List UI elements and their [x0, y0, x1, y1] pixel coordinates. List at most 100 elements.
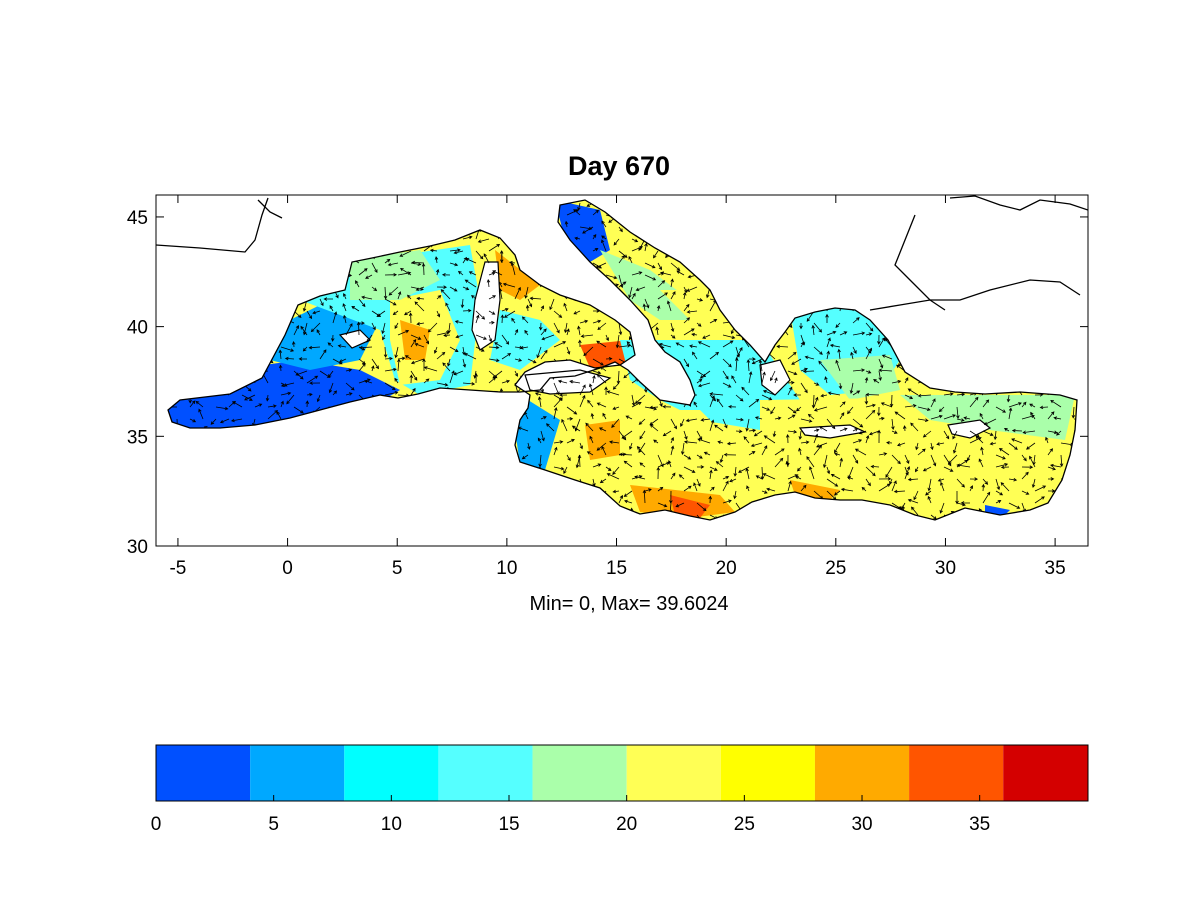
velocity-arrow [540, 305, 544, 312]
velocity-arrow [463, 353, 477, 360]
velocity-arrow [434, 256, 439, 264]
velocity-arrow [549, 298, 555, 311]
velocity-arrow [605, 334, 609, 342]
velocity-arrow [1011, 438, 1023, 444]
velocity-arrow [592, 262, 603, 269]
velocity-arrow [488, 320, 495, 325]
velocity-arrow [917, 406, 931, 411]
velocity-arrow [342, 303, 347, 312]
velocity-arrow [618, 281, 627, 288]
velocity-arrow [649, 424, 659, 432]
velocity-arrow [319, 298, 324, 307]
velocity-arrow [795, 406, 802, 412]
velocity-arrow [475, 250, 484, 260]
velocity-arrow [787, 480, 792, 492]
velocity-arrow [657, 292, 668, 300]
velocity-arrow [917, 393, 932, 398]
velocity-arrow [915, 442, 919, 451]
velocity-arrow [306, 392, 313, 397]
velocity-arrow [995, 454, 1006, 460]
velocity-arrow [852, 454, 859, 464]
velocity-arrow [858, 430, 867, 435]
velocity-arrow [519, 345, 529, 350]
velocity-arrow [384, 298, 397, 306]
velocity-arrow [501, 308, 509, 312]
velocity-arrow [577, 454, 582, 468]
velocity-arrow [601, 235, 607, 240]
velocity-arrow [423, 366, 438, 372]
velocity-arrow [618, 250, 628, 258]
velocity-arrow [943, 414, 956, 420]
velocity-arrow [410, 334, 422, 340]
velocity-arrow [327, 342, 334, 348]
velocity-arrow [626, 341, 633, 348]
velocity-arrow [656, 466, 660, 480]
velocity-arrow [915, 466, 919, 473]
velocity-arrow [696, 478, 701, 487]
velocity-arrow [666, 300, 672, 312]
velocity-arrow [735, 417, 744, 422]
velocity-arrow [785, 433, 790, 444]
velocity-arrow [1056, 430, 1062, 436]
gabes-region [515, 395, 560, 470]
velocity-arrow [328, 382, 334, 394]
velocity-arrow [943, 454, 952, 467]
velocity-arrow [566, 328, 570, 336]
velocity-arrow [639, 462, 646, 468]
velocity-arrow [897, 442, 906, 447]
velocity-arrow [852, 346, 857, 354]
velocity-arrow [524, 329, 529, 336]
velocity-arrow [733, 490, 737, 500]
velocity-arrow [557, 379, 568, 384]
velocity-arrow [847, 406, 854, 415]
velocity-arrow [774, 416, 782, 421]
velocity-arrow [708, 495, 713, 504]
velocity-arrow [870, 464, 880, 469]
velocity-arrow [514, 286, 521, 300]
velocity-arrow [644, 274, 657, 281]
velocity-arrow [241, 394, 253, 401]
velocity-arrow [371, 365, 375, 372]
velocity-arrow [880, 402, 893, 408]
velocity-arrow [219, 418, 230, 424]
velocity-arrow [468, 271, 477, 276]
velocity-arrow [813, 382, 820, 386]
velocity-arrow [280, 400, 284, 408]
velocity-arrow [436, 310, 441, 318]
velocity-arrow [436, 295, 442, 300]
velocity-arrow [605, 274, 618, 280]
velocity-arrow [503, 310, 516, 318]
velocity-arrow [910, 422, 919, 432]
velocity-arrow [585, 422, 594, 432]
velocity-arrow [865, 347, 872, 360]
velocity-arrow [940, 481, 945, 492]
velocity-arrow [697, 341, 711, 348]
velocity-arrow [403, 310, 412, 316]
velocity-arrow [579, 442, 583, 450]
velocity-arrow [917, 448, 926, 456]
velocity-arrow [657, 486, 664, 492]
velocity-arrow [943, 430, 950, 440]
velocity-arrow [835, 359, 841, 372]
velocity-arrow [1053, 416, 1062, 420]
velocity-arrow [514, 370, 518, 377]
velocity-arrow [460, 298, 465, 309]
velocity-arrow [384, 382, 396, 390]
velocity-arrow [982, 399, 990, 408]
colorbar-tick-label: 5 [268, 814, 279, 835]
velocity-arrow [449, 346, 459, 353]
velocity-arrow [746, 485, 750, 492]
velocity-arrow [868, 430, 880, 436]
velocity-arrow [230, 418, 243, 423]
velocity-arrow [1087, 403, 1099, 407]
velocity-arrow [670, 278, 674, 288]
velocity-arrow [953, 442, 958, 454]
velocity-arrow [709, 419, 715, 432]
velocity-arrow [1008, 407, 1013, 420]
velocity-arrow [745, 418, 750, 432]
velocity-arrow [827, 391, 841, 396]
velocity-arrow [623, 490, 633, 497]
velocity-arrow [826, 350, 830, 360]
velocity-arrow [943, 392, 954, 396]
velocity-arrow [806, 456, 815, 468]
